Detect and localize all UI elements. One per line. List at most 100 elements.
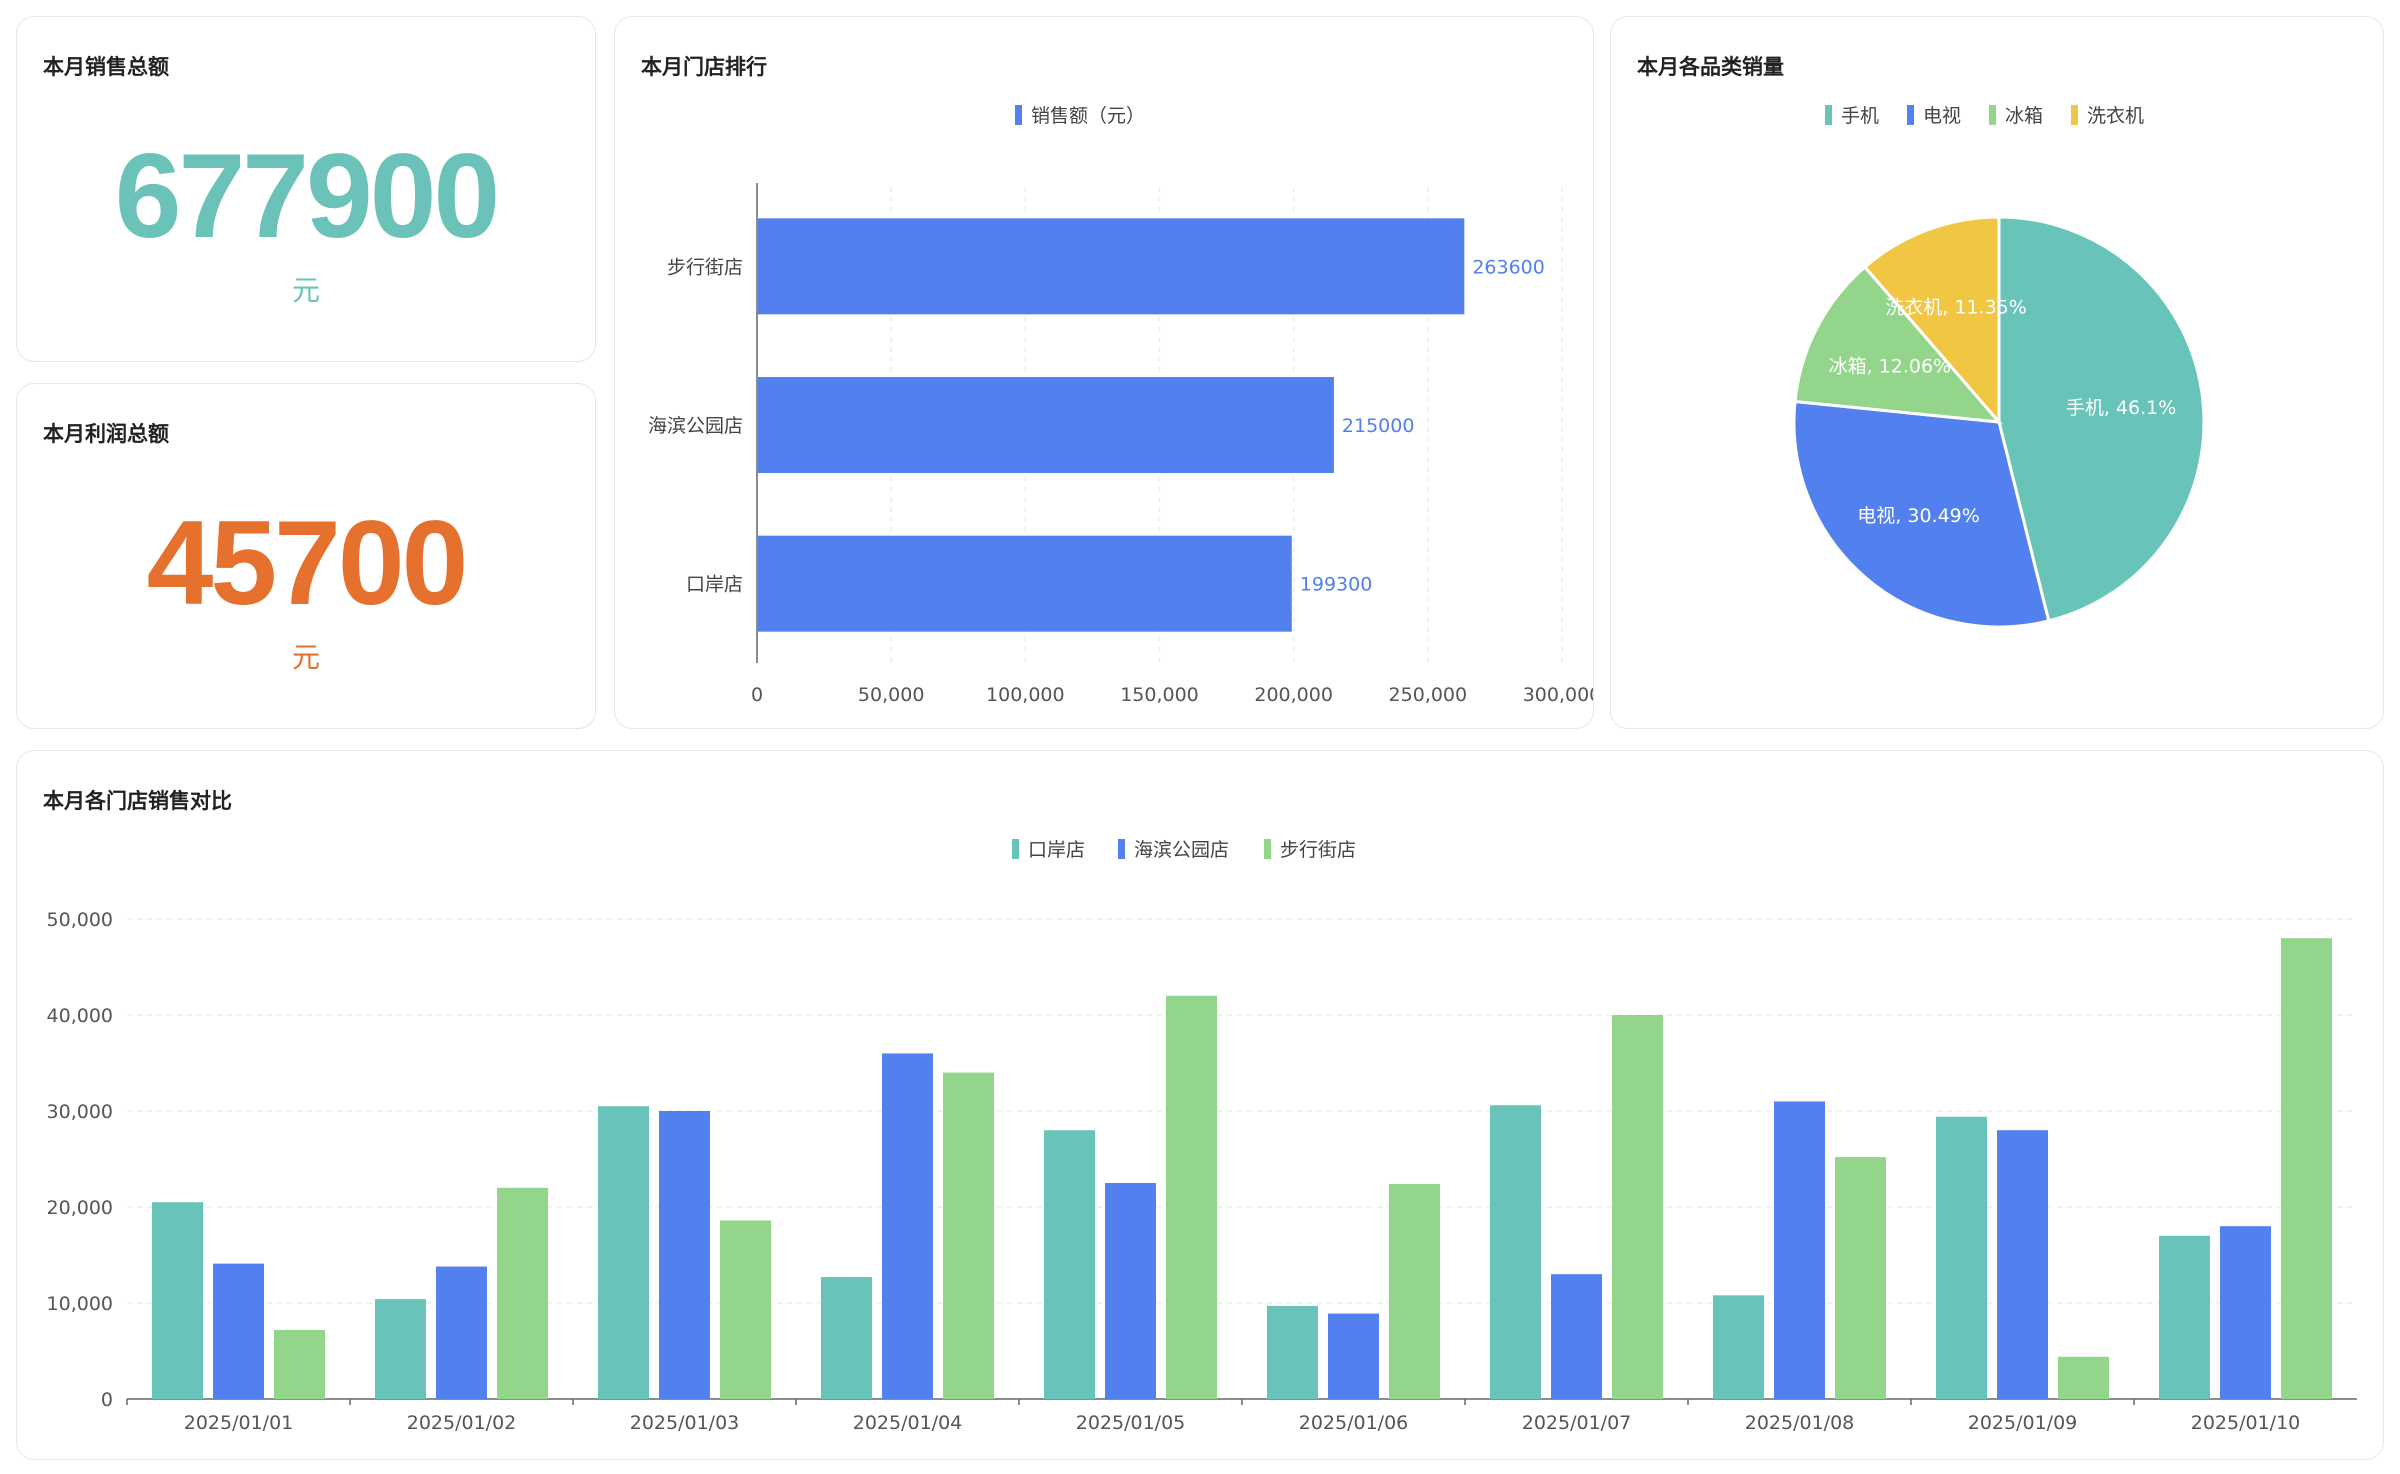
y-tick-label: 50,000 [47,909,113,931]
bar [2159,1235,2210,1399]
bar [1044,1130,1095,1399]
store-compare-title: 本月各门店销售对比 [43,789,232,813]
pie-label: 洗衣机, 11.35% [1885,297,2027,319]
bar [1997,1130,2048,1399]
bar [1166,995,1217,1399]
profit-total-card: 本月利润总额 45700 元 [16,383,596,729]
x-tick-label: 2025/01/07 [1522,1412,1632,1434]
y-tick-label: 10,000 [47,1293,113,1315]
bar [758,535,1292,632]
data-label: 199300 [1300,574,1373,596]
legend-label: 步行街店 [1280,839,1356,861]
legend-marker [1015,105,1022,125]
x-tick-label: 2025/01/08 [1745,1412,1855,1434]
x-tick-label: 2025/01/04 [853,1412,963,1434]
x-tick-label: 2025/01/01 [184,1412,294,1434]
store-ranking-chart: 销售额（元） 0 50,000 100,000 150,000 200,000 250,00… [648,105,1594,706]
x-tick-label: 100,000 [986,684,1065,706]
sales-total-unit: 元 [291,274,320,307]
bar [213,1263,264,1399]
x-tick-label: 50,000 [858,684,924,706]
bar [2058,1356,2109,1399]
bar [497,1187,548,1399]
y-tick-label: 0 [101,1389,113,1411]
x-tick-label: 200,000 [1254,684,1333,706]
profit-total-title: 本月利润总额 [43,422,169,446]
legend-marker [1264,839,1271,859]
legend-marker [1012,839,1019,859]
store-ranking-title: 本月门店排行 [641,55,767,79]
bar [1612,1015,1663,1399]
pie-slice [1792,399,2051,629]
y-tick-label: 20,000 [47,1197,113,1219]
pie-slice [1793,264,2003,424]
y-tick-label: 口岸店 [686,574,743,596]
bar [1835,1157,1886,1399]
bar [2281,938,2332,1399]
store-ranking-card: 本月门店排行 销售额（元） 0 50,000 100,000 150,000 200,00… [614,16,1594,729]
x-tick-label: 2025/01/05 [1076,1412,1186,1434]
bar [1267,1305,1318,1399]
bar [1328,1313,1379,1399]
bar [659,1111,710,1399]
data-label: 215000 [1342,415,1415,437]
bar [758,218,1465,315]
sales-total-title: 本月销售总额 [43,55,169,79]
sales-total-card: 本月销售总额 677900 元 [16,16,596,362]
data-label: 263600 [1472,256,1545,278]
legend-marker [1118,839,1125,859]
pie-label: 手机, 46.1% [2066,397,2176,419]
bar [2220,1226,2271,1399]
store-compare-card: 本月各门店销售对比 口岸店 海滨公园店 步行街店 0 10,000 20,000 30,00… [16,750,2384,1460]
legend-label: 销售额（元） [1031,105,1145,127]
bar [152,1202,203,1399]
y-tick-label: 40,000 [47,1005,113,1027]
legend-label: 洗衣机 [2087,105,2144,127]
x-tick-label: 150,000 [1120,684,1199,706]
pie-slice [1997,215,2206,623]
bar [598,1106,649,1399]
legend-marker [1989,105,1996,125]
bar [436,1266,487,1399]
bar [1936,1116,1987,1399]
legend-marker [1825,105,1832,125]
legend-label: 口岸店 [1028,839,1085,861]
x-tick-label: 250,000 [1389,684,1468,706]
bar [882,1053,933,1399]
x-tick-label: 2025/01/03 [630,1412,740,1434]
legend-marker [2071,105,2078,125]
store-compare-chart: 口岸店 海滨公园店 步行街店 0 10,000 20,000 30,000 40,000 50,… [47,839,2357,1434]
category-sales-card: 本月各品类销量 手机 电视 冰箱 洗衣机手机, 46.1% 电视, 30.49% 冰箱, … [1610,16,2384,729]
pie-label: 电视, 30.49% [1857,505,1980,527]
y-tick-label: 海滨公园店 [648,415,743,437]
legend-label: 手机 [1841,105,1879,127]
bar [1774,1101,1825,1399]
bar [943,1072,994,1399]
bar [375,1299,426,1399]
pie-label: 冰箱, 12.06% [1829,355,1952,377]
bar [274,1329,325,1399]
legend-label: 电视 [1923,105,1961,127]
x-tick-label: 2025/01/09 [1968,1412,2078,1434]
x-tick-label: 2025/01/10 [2191,1412,2301,1434]
y-tick-label: 步行街店 [667,256,743,278]
legend-label: 冰箱 [2005,105,2043,127]
bar [1389,1183,1440,1399]
x-tick-label: 2025/01/02 [407,1412,517,1434]
x-tick-label: 300,000 [1523,684,1594,706]
profit-total-value: 45700 [146,496,469,630]
bar [1713,1295,1764,1399]
x-tick-label: 2025/01/06 [1299,1412,1409,1434]
pie-slice [1862,215,2001,427]
sales-total-value: 677900 [114,129,500,263]
legend-marker [1907,105,1914,125]
bar [1490,1105,1541,1399]
legend-label: 海滨公园店 [1134,839,1229,861]
bar [821,1277,872,1399]
bar [758,377,1334,473]
y-tick-label: 30,000 [47,1101,113,1123]
category-sales-title: 本月各品类销量 [1637,55,1784,79]
profit-total-unit: 元 [291,641,320,674]
x-tick-label: 0 [751,684,763,706]
